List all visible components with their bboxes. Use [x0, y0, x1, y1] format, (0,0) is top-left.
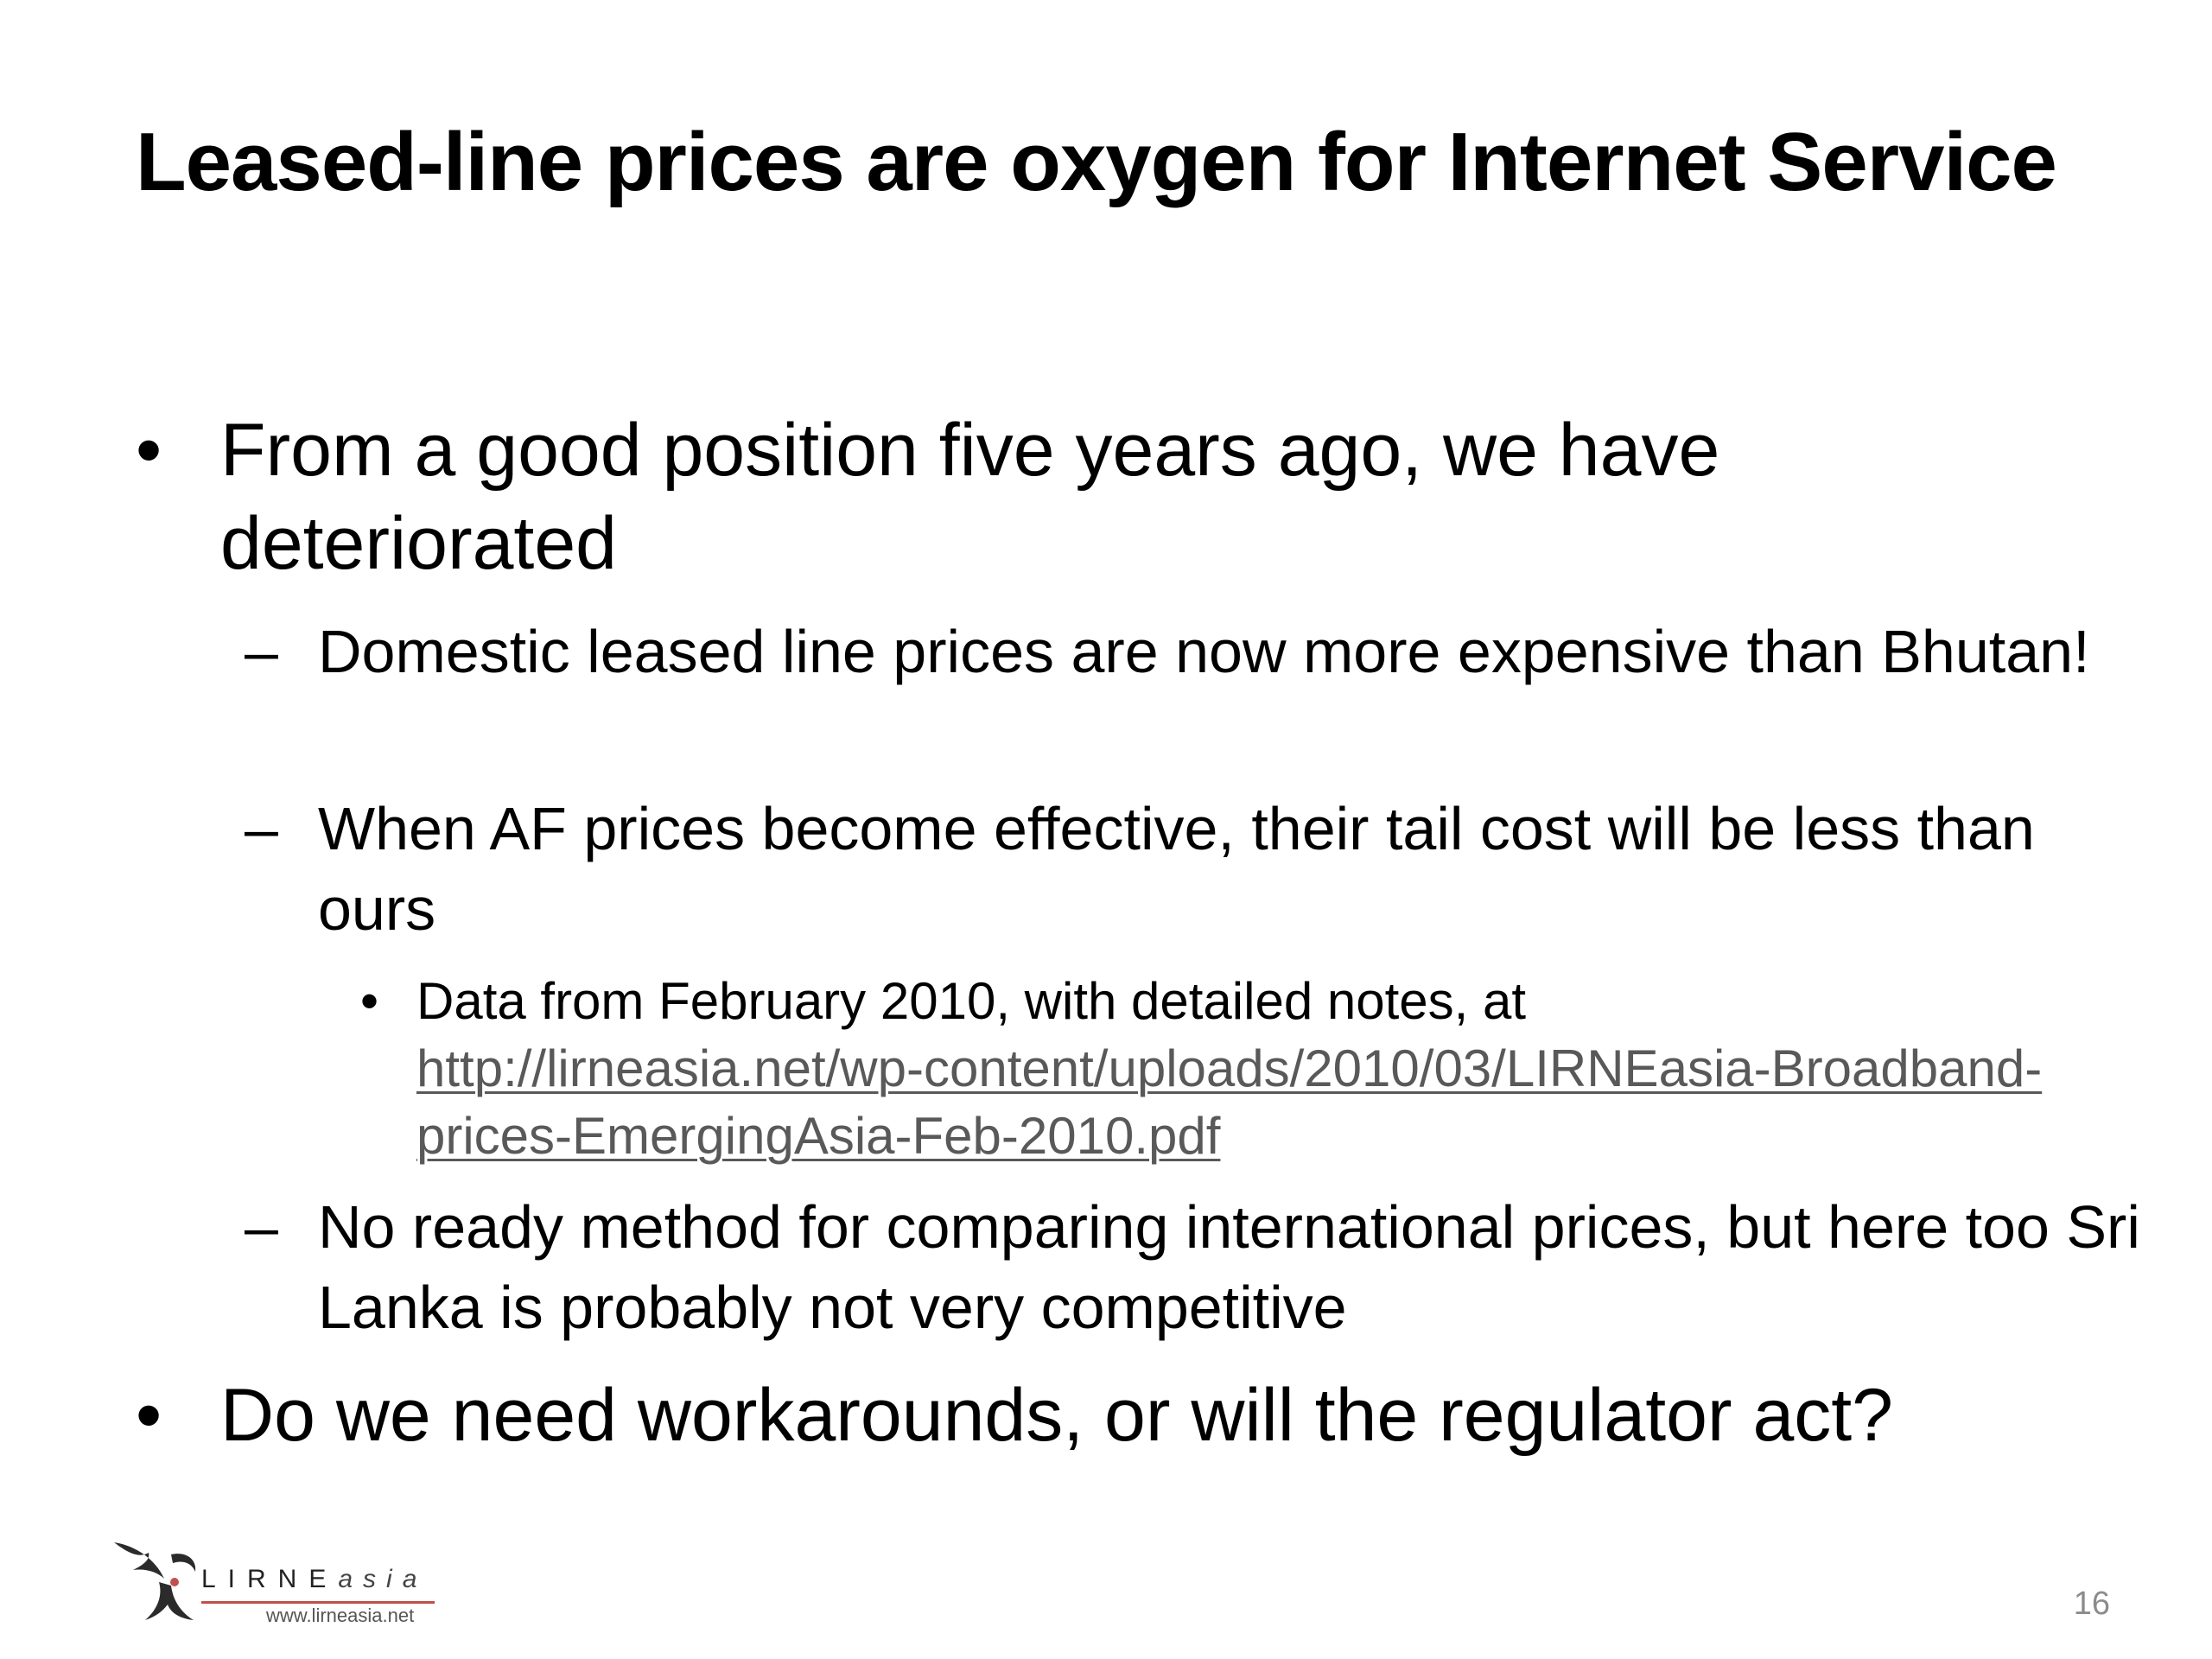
bullet-level2: – When AF prices become effective, their… [245, 789, 2167, 950]
bullet-text: Domestic leased line prices are now more… [318, 618, 2090, 685]
bullet-text: Data from February 2010, with detailed n… [416, 972, 1527, 1030]
slide-title: Leased-line prices are oxygen for Intern… [136, 116, 2057, 208]
dash-marker: – [245, 618, 278, 685]
bullet-text: When AF prices become effective, their t… [318, 795, 2035, 943]
logo-name-suffix: asia [338, 1565, 428, 1593]
dash-marker: – [245, 795, 278, 862]
bullet-level3: • Data from February 2010, with detailed… [360, 968, 2058, 1170]
logo-wordmark: LIRNEasia [201, 1565, 427, 1594]
bullet-text: From a good position five years ago, we … [220, 409, 1720, 585]
bullet-marker: • [136, 409, 162, 492]
bullet-level2: – No ready method for comparing internat… [245, 1187, 2167, 1348]
bullet-level1: • From a good position five years ago, w… [136, 404, 2121, 590]
slide-number: 16 [2073, 1586, 2110, 1622]
bird-logo-icon [114, 1542, 196, 1620]
lirneasia-logo: LIRNEasia www.lirneasia.net [111, 1534, 456, 1629]
source-link[interactable]: http://lirneasia.net/wp-content/uploads/… [416, 1039, 2043, 1165]
bullet-text: Do we need workarounds, or will the regu… [220, 1374, 1894, 1457]
logo-name-main: LIRNE [201, 1565, 339, 1593]
bullet-marker: • [136, 1374, 162, 1457]
bullet-level2: – Domestic leased line prices are now mo… [245, 612, 2167, 692]
bullet-text: No ready method for comparing internatio… [318, 1193, 2140, 1341]
bullet-text-block: Data from February 2010, with detailed n… [416, 968, 2058, 1170]
logo-url: www.lirneasia.net [266, 1605, 415, 1626]
dash-marker: – [245, 1193, 278, 1261]
logo-divider [201, 1601, 435, 1604]
bullet-marker: • [360, 972, 379, 1030]
bullet-level1: • Do we need workarounds, or will the re… [136, 1369, 2121, 1462]
